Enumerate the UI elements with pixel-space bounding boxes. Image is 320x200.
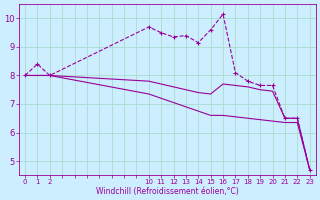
- X-axis label: Windchill (Refroidissement éolien,°C): Windchill (Refroidissement éolien,°C): [96, 187, 239, 196]
